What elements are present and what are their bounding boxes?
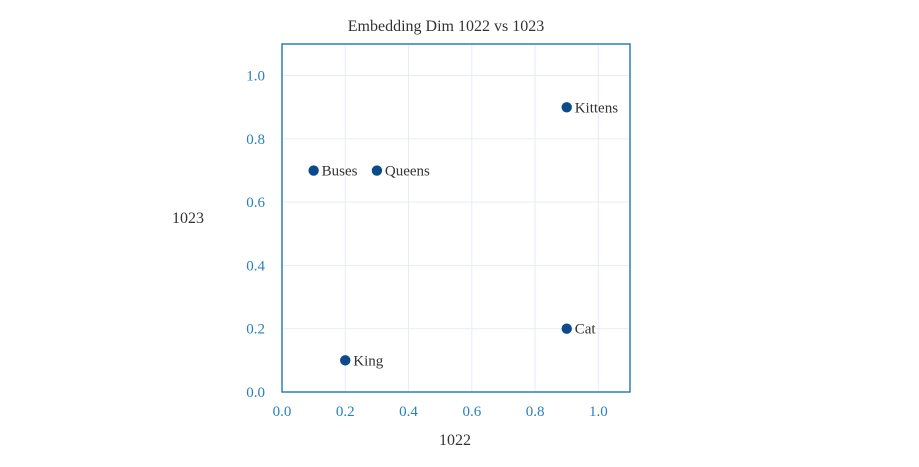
tick-label-layer: 0.0 0.2 0.4 0.6 0.8 1.0 0.0 0.2 0.4 0.6 0.8 1.0 (246, 69, 607, 420)
y-tick-label: 0.8 (246, 132, 265, 148)
data-point (561, 102, 572, 113)
x-tick-label: 0.2 (336, 404, 355, 420)
data-point-label: King (353, 353, 384, 369)
x-tick-label: 0.6 (462, 404, 481, 420)
y-axis-title: 1023 (172, 210, 204, 227)
x-tick-label: 0.0 (273, 404, 292, 420)
x-tick-label: 0.4 (399, 404, 418, 420)
y-tick-label: 0.2 (246, 322, 265, 338)
data-point (561, 323, 572, 334)
y-tick-label: 0.6 (246, 195, 265, 211)
data-point-label: Kittens (575, 100, 618, 116)
data-point (340, 355, 351, 366)
x-axis-title: 1022 (439, 432, 471, 449)
data-point-layer: Kittens Buses Queens Cat King (308, 100, 618, 369)
plot-area (281, 43, 631, 393)
data-point (308, 165, 319, 176)
y-tick-label: 0.0 (246, 385, 265, 401)
x-tick-label: 0.8 (526, 404, 545, 420)
data-point-label: Cat (575, 322, 597, 338)
grid-layer (281, 44, 630, 393)
data-point-label: Buses (322, 164, 358, 180)
x-tick-label: 1.0 (589, 404, 608, 420)
chart-title: Embedding Dim 1022 vs 1023 (348, 18, 544, 35)
y-tick-label: 0.4 (246, 258, 265, 274)
y-tick-label: 1.0 (246, 69, 265, 85)
data-point (371, 165, 383, 176)
data-point-label: Queens (385, 164, 430, 180)
